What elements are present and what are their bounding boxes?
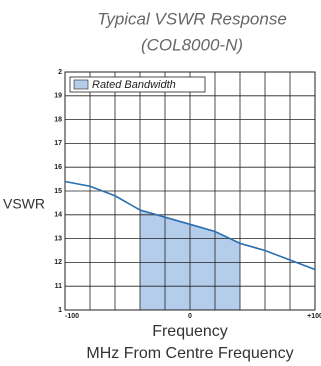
x-tick-label: +100: [307, 313, 321, 320]
legend-label: Rated Bandwidth: [92, 79, 176, 91]
y-tick-label: 1: [58, 307, 62, 314]
y-axis-label: VSWR: [3, 196, 45, 212]
y-tick-label: 11: [55, 283, 63, 290]
x-axis-label: Frequency: [152, 323, 228, 340]
y-tick-label: 19: [54, 93, 62, 100]
y-tick-label: 17: [54, 140, 62, 147]
y-tick-label: 15: [54, 188, 62, 195]
y-tick-label: 18: [54, 116, 62, 123]
series-line: [64, 180, 316, 271]
x-tick-label: -100: [65, 313, 79, 320]
y-tick-label: 14: [54, 212, 62, 219]
y-tick-label: 16: [54, 164, 62, 171]
plot-frame: [64, 71, 316, 311]
chart-title: Typical VSWR Response: [97, 9, 287, 28]
y-tick-label: 12: [54, 259, 62, 266]
y-tick-label: 13: [54, 235, 62, 242]
x-axis-label: MHz From Centre Frequency: [86, 345, 293, 362]
legend-swatch: [73, 79, 89, 90]
chart-title: (COL8000-N): [141, 35, 243, 54]
x-tick-label: 0: [188, 313, 192, 320]
legend-box: [69, 76, 206, 93]
y-tick-label: 2: [58, 69, 62, 76]
